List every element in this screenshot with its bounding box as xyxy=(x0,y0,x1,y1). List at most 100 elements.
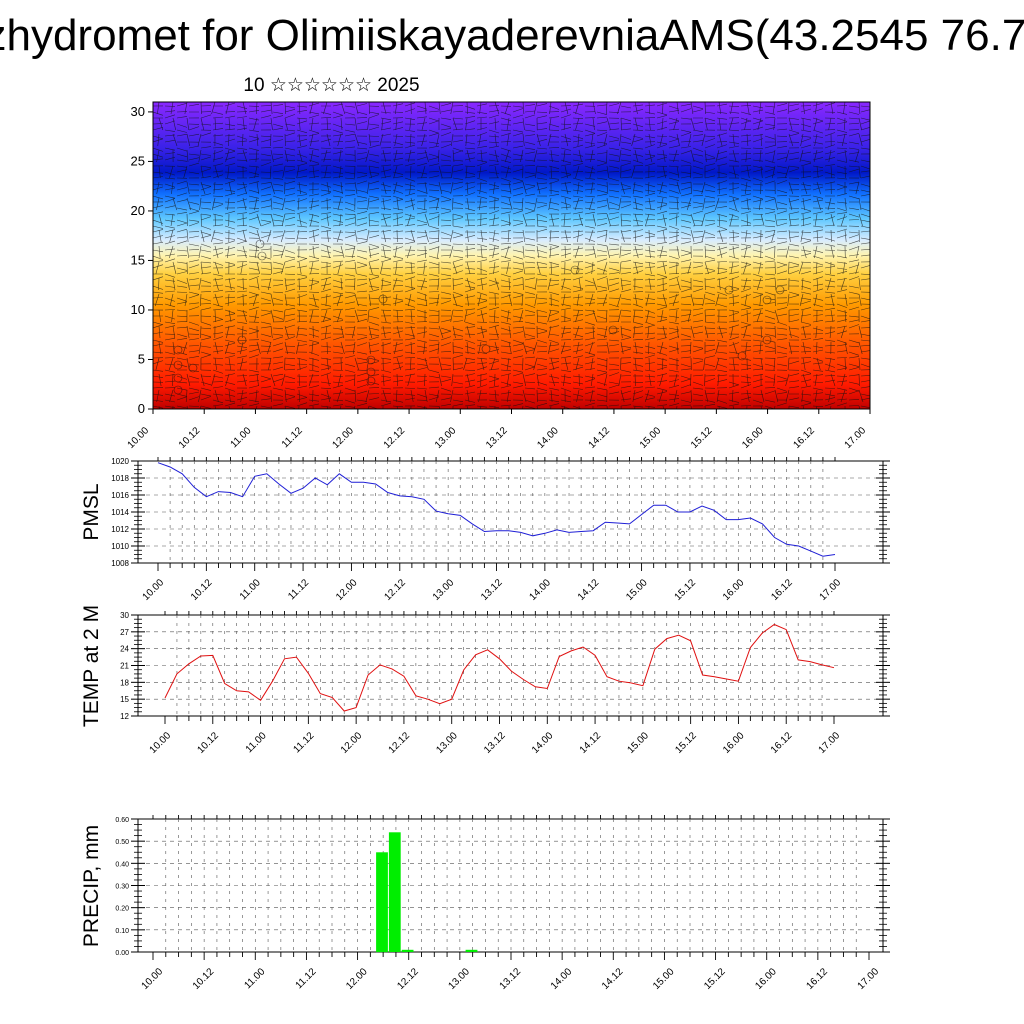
barb-col xyxy=(392,102,402,409)
barb-col xyxy=(449,102,458,409)
x-tick-label: 12.00 xyxy=(331,425,357,451)
pmsl-chart: 1008 1010 1012 1014 1016 1018 1020 PMSL 10.00 10.… xyxy=(80,457,890,603)
calm-circle xyxy=(255,239,265,249)
y-tick-label: 1020 xyxy=(111,457,129,466)
barb-col xyxy=(798,102,808,409)
x-tick-label: 12.12 xyxy=(387,730,413,756)
x-tick-label: 12.12 xyxy=(382,577,408,603)
temp-chart: 12 15 18 21 24 27 30 TEMP at 2 M 10.00 10.12 11.00… xyxy=(80,605,890,756)
barb-col xyxy=(840,102,848,409)
barb-row xyxy=(153,378,870,386)
x-tick-label: 16.12 xyxy=(805,966,831,992)
y-tick-label: 1008 xyxy=(111,559,129,568)
x-tick-label: 10.12 xyxy=(191,966,217,992)
precip-bar xyxy=(401,949,414,952)
y-axis-title: PRECIP, mm xyxy=(80,825,103,947)
x-tick-label: 16.00 xyxy=(721,730,747,756)
barb-col xyxy=(379,102,388,409)
x-tick-label: 10.12 xyxy=(177,425,203,451)
x-tick-label: 13.00 xyxy=(433,425,459,451)
x-tick-label: 12.00 xyxy=(344,966,370,992)
x-tick-label: 12.12 xyxy=(382,425,408,451)
barb-col xyxy=(154,102,164,409)
precip-bar xyxy=(465,949,478,952)
x-tick-label: 13.12 xyxy=(482,730,508,756)
y-tick-label: 1012 xyxy=(111,525,129,534)
x-tick-label: 14.12 xyxy=(600,966,626,992)
barb-row xyxy=(153,306,870,314)
barb-row xyxy=(153,300,870,308)
barb-col xyxy=(756,102,765,409)
barb-row xyxy=(153,114,870,122)
calm-circle xyxy=(481,344,491,354)
x-tick-label: 10.00 xyxy=(140,966,166,992)
barb-row xyxy=(153,108,870,116)
barb-col xyxy=(463,102,472,409)
barb-row xyxy=(153,240,870,248)
barb-row xyxy=(153,258,870,266)
barb-row xyxy=(153,120,870,128)
barb-row xyxy=(153,342,870,350)
x-tick-label: 16.00 xyxy=(721,577,747,603)
barb-col xyxy=(686,102,696,409)
barb-row xyxy=(153,138,870,146)
y-tick-label: 0.50 xyxy=(115,839,129,846)
barb-col xyxy=(645,102,653,409)
barb-row xyxy=(153,228,870,236)
x-tick-label: 16.00 xyxy=(753,966,779,992)
barb-col xyxy=(351,102,360,409)
calm-circle xyxy=(173,360,183,370)
barb-col xyxy=(631,102,639,409)
x-tick-label: 10.12 xyxy=(195,730,221,756)
calm-circle xyxy=(188,363,198,373)
barb-row xyxy=(153,246,870,254)
barb-col xyxy=(771,102,779,409)
x-tick-label: 11.00 xyxy=(244,730,269,755)
barb-col xyxy=(168,102,178,409)
barb-col xyxy=(504,102,513,409)
x-tick-label: 13.12 xyxy=(479,577,505,603)
y-tick-label: 15 xyxy=(120,695,129,704)
y-tick-label: 24 xyxy=(120,645,129,654)
barb-row xyxy=(153,324,870,332)
calm-circle xyxy=(173,385,183,395)
barb-row xyxy=(153,210,870,218)
barb-col xyxy=(743,102,750,409)
y-tick-label: 12 xyxy=(120,712,129,721)
panel-frame xyxy=(137,614,884,717)
barb-row xyxy=(153,102,870,110)
page-subtitle: 10 ☆☆☆☆☆☆ 2025 xyxy=(243,75,420,96)
calm-circle xyxy=(737,351,747,361)
calm-circle xyxy=(608,325,618,335)
barb-col xyxy=(588,102,598,409)
precip-chart: 0.00 0.10 0.20 0.30 0.40 0.50 0.60 PRECIP, mm 10… xyxy=(80,815,890,992)
x-tick-label: 15.00 xyxy=(624,577,650,603)
barb-col xyxy=(701,102,709,409)
barb-row xyxy=(153,366,870,374)
calm-circle xyxy=(570,265,580,275)
x-tick-label: 16.00 xyxy=(740,425,766,451)
x-tick-label: 11.12 xyxy=(280,425,305,450)
y-tick-label: 0.40 xyxy=(115,861,129,868)
y-tick-label: 0.20 xyxy=(115,906,129,913)
y-tick-label: 1010 xyxy=(111,542,129,551)
barb-row xyxy=(153,144,870,152)
barb-col xyxy=(253,102,262,409)
barb-col xyxy=(365,102,373,409)
barb-col xyxy=(420,102,430,409)
x-tick-label: 16.12 xyxy=(769,577,795,603)
y-tick-label: 0 xyxy=(138,401,145,416)
barb-row xyxy=(153,288,870,296)
x-tick-label: 12.12 xyxy=(395,966,421,992)
x-tick-label: 14.00 xyxy=(530,730,556,756)
y-axis-title: TEMP at 2 M xyxy=(80,605,103,727)
barb-row xyxy=(153,348,870,356)
barb-col xyxy=(225,102,232,409)
barb-col xyxy=(574,102,583,409)
x-tick-label: 14.00 xyxy=(535,425,561,451)
y-tick-label: 0.30 xyxy=(115,884,129,891)
y-tick-label: 1014 xyxy=(111,508,129,517)
y-tick-label: 30 xyxy=(120,611,129,620)
precip-bar xyxy=(388,832,401,952)
